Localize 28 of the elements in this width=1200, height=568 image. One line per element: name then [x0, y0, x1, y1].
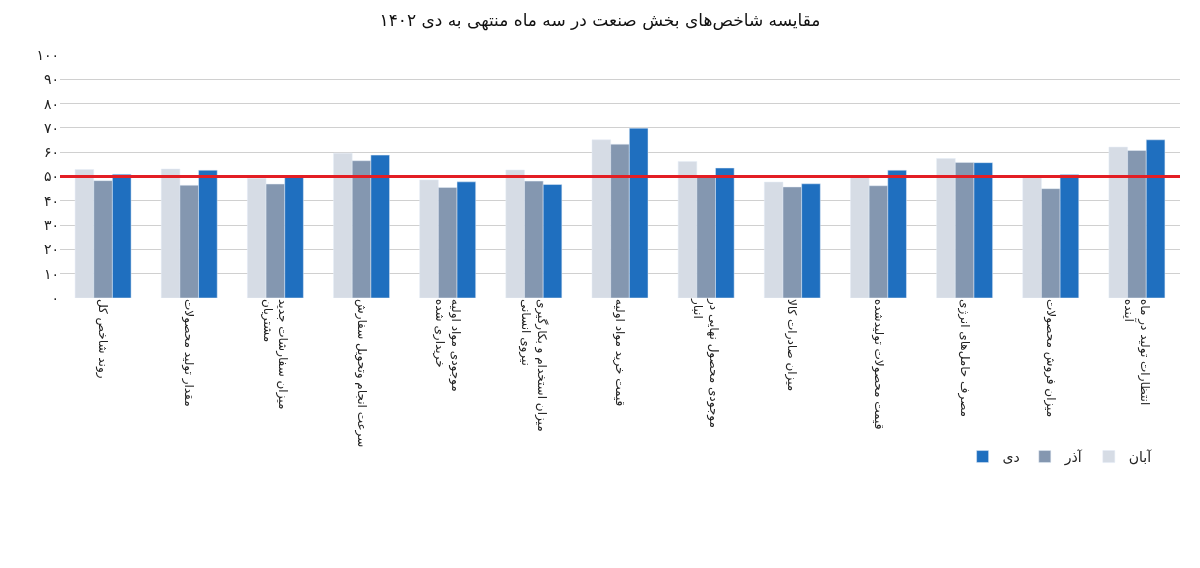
x-tick-label: میزان فروش محصولات — [1042, 299, 1058, 418]
x-tick-label: مقدار تولید محصولات — [181, 299, 197, 407]
y-tick-label: ۸۰ — [43, 95, 59, 112]
x-tick-label: مصرف حامل‌های انرژی — [956, 299, 972, 417]
legend-label: آبان — [1128, 449, 1153, 466]
chart-title: مقایسه شاخص‌های بخش صنعت در سه ماه منتهی به دی ۱۴۰۲ — [379, 10, 821, 32]
x-tick-label: قیمت خرید مواد اولیه — [612, 299, 628, 407]
y-tick-label: ۱۰۰ — [36, 46, 59, 63]
y-tick-label: ۳۰ — [43, 217, 59, 233]
legend-label: دی — [1002, 449, 1020, 466]
legend-label: آذر — [1063, 449, 1083, 467]
x-tick-label: قیمت محصولات تولیدشده — [870, 299, 886, 430]
x-tick-label: میزان صادرات کالا — [784, 299, 800, 392]
x-tick-label: موجودی محصول نهایی در انبار — [690, 298, 722, 428]
y-tick-label: ۶۰ — [43, 144, 59, 161]
y-tick-label: ۴۰ — [43, 192, 59, 209]
x-tick-label: سرعت انجام وتحویل سفارش — [353, 299, 369, 448]
y-tick-label: ۵۰ — [43, 168, 59, 185]
y-tick-label: ۲۰ — [43, 241, 59, 258]
x-tick-label: میزان استخدام و بکارگیری نیروی انسانی — [518, 299, 549, 432]
x-tick-label: انتظارات تولید در ماه آینده — [1122, 299, 1152, 406]
y-tick-label: ۰ — [51, 289, 59, 306]
x-tick-label: روند شاخص کل — [95, 299, 111, 379]
y-tick-label: ۷۰ — [43, 119, 59, 136]
y-tick-label: ۹۰ — [43, 71, 59, 88]
y-tick-label: ۱۰ — [43, 265, 59, 282]
x-tick-label: موجودی مواد اولیه خریداری شده — [431, 299, 463, 392]
x-tick-label: میزان سفارشات جدید مشتریان — [259, 299, 291, 410]
